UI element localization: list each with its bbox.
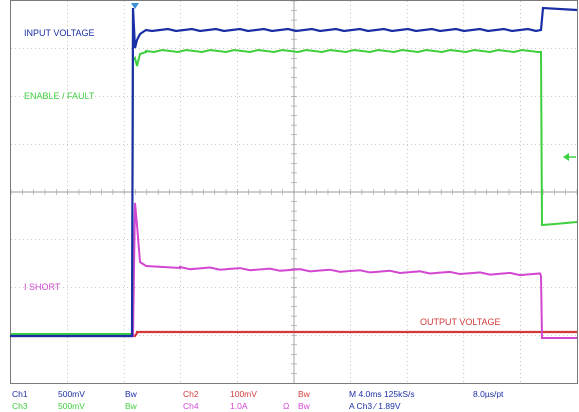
- output-voltage-label: OUTPUT VOLTAGE: [420, 317, 501, 327]
- status-row-1: Ch1 500mV Bw Ch2 100mV Bw M 4.0ms 125kS/…: [12, 389, 504, 399]
- ch2-name: Ch2: [183, 389, 199, 399]
- current-short-trace: [11, 202, 577, 339]
- ch4-name: Ch4: [183, 401, 199, 411]
- trigger-level-arrow-icon: [563, 153, 576, 161]
- ch3-bandwidth-icon: Bw: [125, 401, 138, 411]
- resolution-readout: 8.0µs/pt: [473, 389, 504, 399]
- ch4-bandwidth-icon: Bw: [298, 401, 311, 411]
- timebase-readout: M 4.0ms 125kS/s: [349, 389, 415, 399]
- enable-fault-trace: [11, 48, 578, 335]
- ch1-scale: 500mV: [58, 389, 85, 399]
- trigger-position-marker: [131, 3, 139, 9]
- output-voltage-trace: [11, 330, 577, 338]
- graticule-grid: [10, 0, 578, 383]
- ch1-bandwidth-icon: Bw: [125, 389, 138, 399]
- enable-fault-label: ENABLE / FAULT: [24, 91, 95, 101]
- screen-border: [10, 0, 578, 384]
- trigger-readout: A Ch3 ⁄ 1.89V: [349, 401, 401, 411]
- ch1-name: Ch1: [12, 389, 28, 399]
- ch3-name: Ch3: [12, 401, 28, 411]
- input-voltage-trace: [9, 6, 578, 338]
- ch2-bandwidth-icon: Bw: [298, 389, 311, 399]
- ch4-ohm-icon: Ω: [283, 401, 289, 411]
- ch4-scale: 1.0A: [230, 401, 248, 411]
- input-voltage-label: INPUT VOLTAGE: [24, 28, 95, 38]
- ch2-scale: 100mV: [230, 389, 257, 399]
- i-short-label: I SHORT: [24, 282, 61, 292]
- ch3-scale: 500mV: [58, 401, 85, 411]
- status-row-2: Ch3 500mV Bw Ch4 1.0A Ω Bw A Ch3 ⁄ 1.89V: [12, 401, 401, 411]
